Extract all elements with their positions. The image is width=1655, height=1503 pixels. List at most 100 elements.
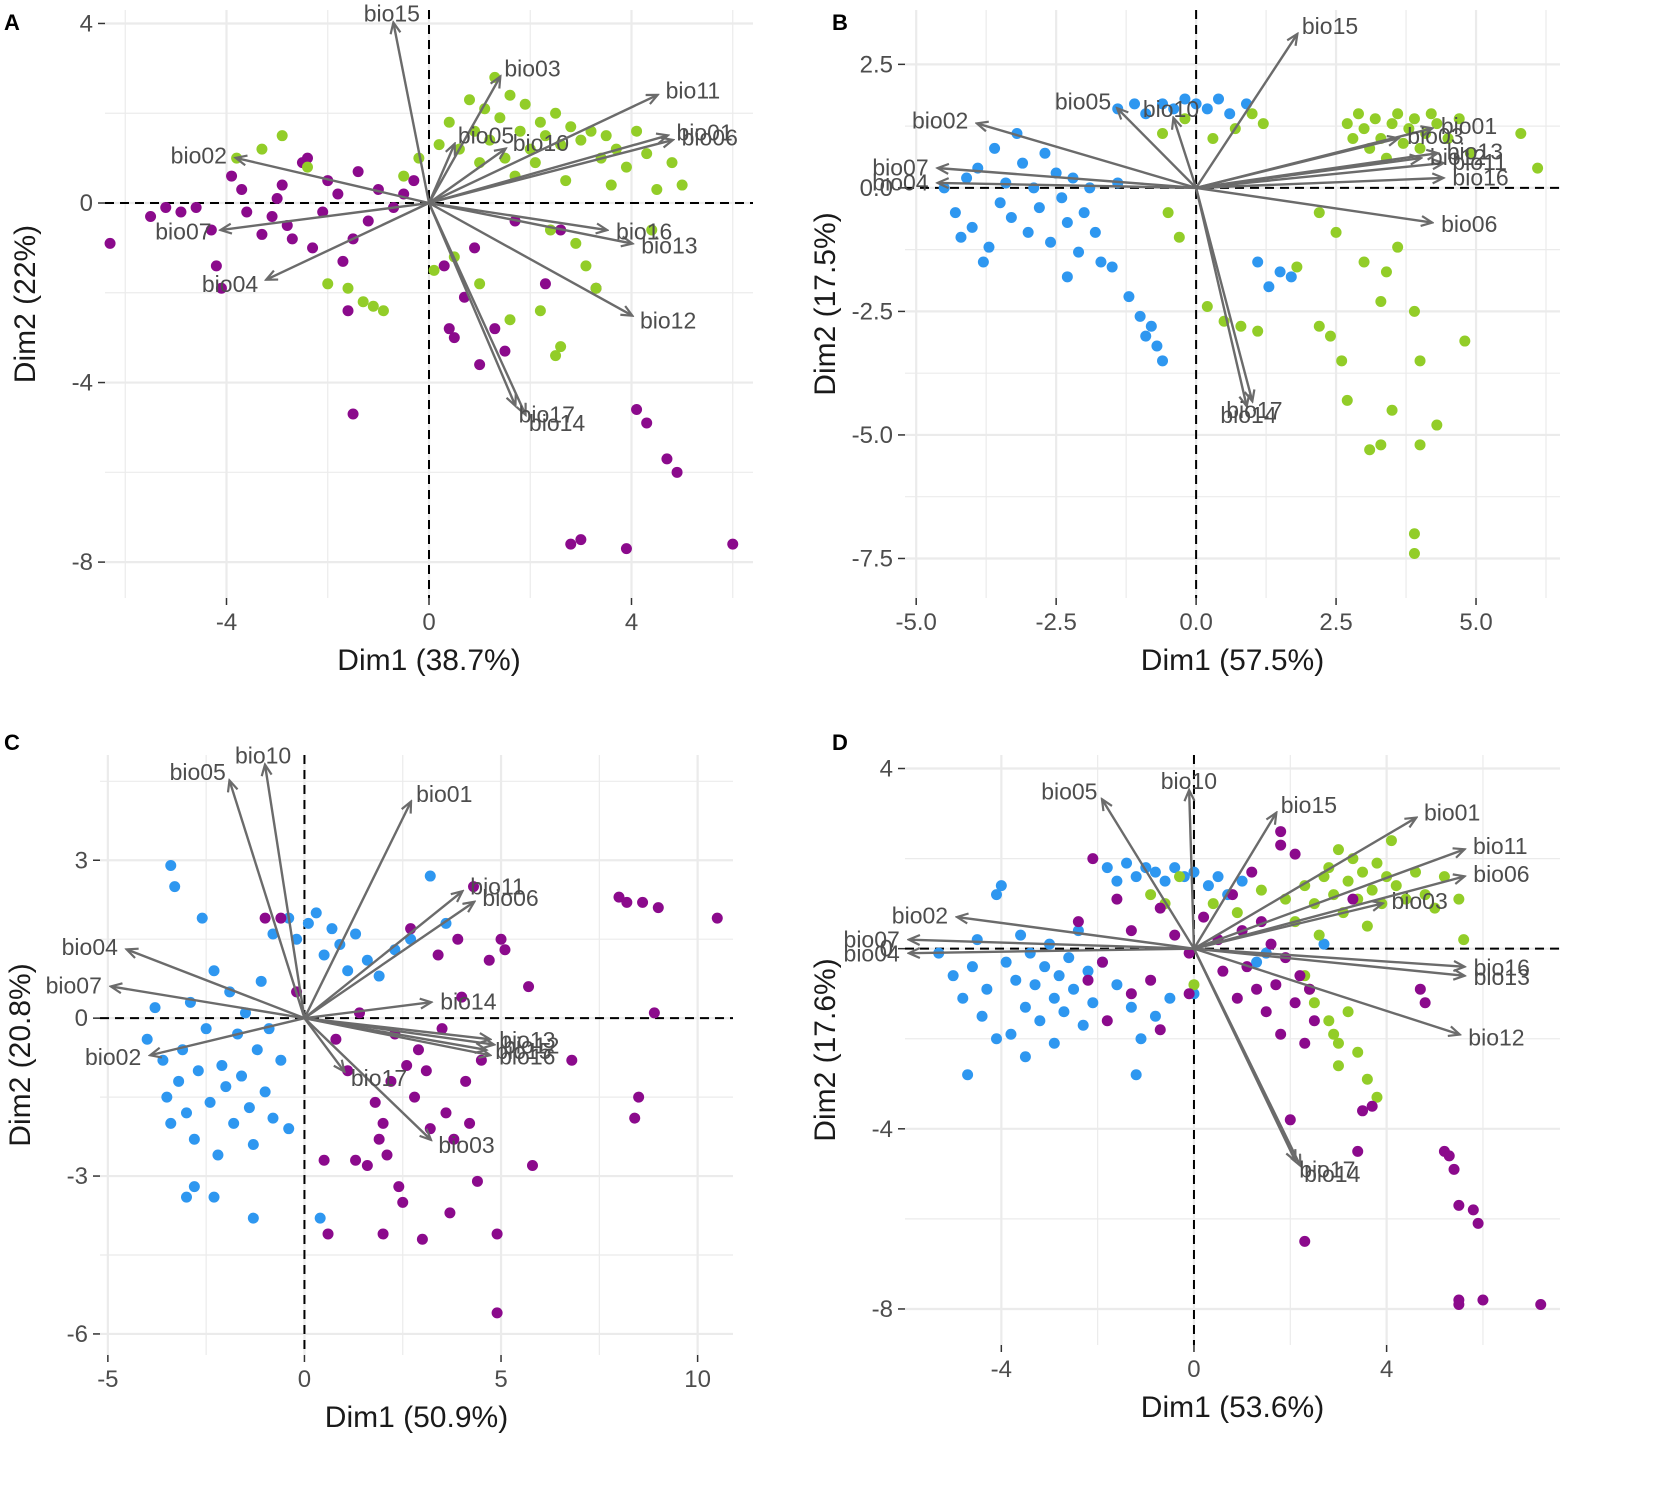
data-point-group-purple (499, 345, 511, 357)
data-point-group-green (464, 94, 475, 106)
data-point-group-green (1386, 404, 1398, 416)
data-point-group-purple (621, 896, 633, 908)
data-point-group-green (1207, 132, 1219, 144)
data-point-group-purple (1308, 1015, 1320, 1027)
y-tick-label: 0 (880, 936, 893, 963)
data-point-group-green (1255, 884, 1267, 896)
data-point-group-purple (711, 912, 723, 924)
loading-arrow-bio10 (428, 149, 505, 204)
data-point-group-green (1453, 893, 1465, 905)
data-point-group-blue (1212, 871, 1224, 883)
data-point-group-blue (267, 1112, 279, 1124)
loading-arrow-bio12 (1193, 947, 1459, 1035)
data-point-group-green (1403, 123, 1415, 135)
data-point-group-green (1342, 875, 1354, 887)
data-point-group-green (1231, 907, 1243, 919)
arrow-label: bio13 (1474, 964, 1530, 990)
loading-arrow-bio05 (1102, 800, 1195, 950)
loading-arrow-bio17 (1192, 948, 1295, 1161)
data-point-group-purple (1419, 997, 1431, 1009)
data-point-group-blue (1252, 256, 1264, 268)
arrow-label: bio07 (46, 972, 102, 998)
loading-arrow-bio12 (428, 201, 632, 315)
data-point-group-blue (1135, 1033, 1147, 1045)
arrow-label: bio05 (170, 759, 226, 785)
arrow-label: bio11 (1473, 833, 1528, 859)
loading-arrow-bio06 (1193, 877, 1464, 950)
data-point-group-blue (212, 1149, 224, 1161)
data-point-group-purple (489, 323, 501, 335)
data-point-group-green (1313, 929, 1325, 941)
data-point-group-purple (424, 1123, 436, 1135)
data-point-group-green (1425, 108, 1437, 120)
arrow-label: bio06 (682, 124, 738, 150)
data-point-group-green (504, 89, 516, 101)
data-point-group-blue (318, 949, 330, 961)
data-point-group-green (550, 350, 562, 362)
data-point-group-blue (971, 934, 983, 946)
loading-arrow-bio13 (1195, 153, 1437, 190)
data-point-group-blue (1123, 291, 1135, 303)
x-tick-label: 0.0 (1179, 609, 1212, 636)
data-point-group-purple (337, 255, 349, 267)
loading-arrow-bio04 (267, 201, 430, 279)
data-point-group-green (1459, 335, 1471, 347)
loading-arrow-bio03 (303, 1017, 430, 1139)
data-point-group-green (484, 134, 496, 146)
data-point-group-purple (448, 1133, 460, 1145)
data-point-group-blue (977, 256, 989, 268)
arrow-label: bio14 (529, 410, 585, 436)
data-point-group-purple (160, 201, 172, 213)
data-point-group-purple (1260, 1006, 1272, 1018)
x-tick-label: 4 (625, 609, 638, 636)
y-tick-label: -6 (67, 1321, 88, 1348)
data-point-group-blue (1073, 246, 1085, 258)
data-point-group-purple (302, 152, 313, 164)
data-point-group-green (1532, 162, 1544, 174)
y-tick-label: -3 (67, 1163, 88, 1190)
data-point-group-blue (255, 975, 267, 987)
data-point-group-green (1252, 325, 1264, 337)
data-point-group-green (1408, 548, 1420, 560)
y-tick-label: 0 (80, 190, 93, 217)
data-point-group-green (1458, 934, 1470, 946)
data-point-group-green (1313, 320, 1325, 332)
data-point-group-purple (1082, 974, 1094, 986)
loading-arrow-bio03 (427, 77, 500, 204)
data-point-group-blue (1061, 216, 1073, 228)
arrow-label: bio15 (364, 1, 420, 27)
y-tick-label: -2.5 (852, 298, 893, 325)
data-point-group-green (1371, 857, 1383, 869)
data-point-group-blue (192, 1065, 204, 1077)
data-point-group-green (1414, 142, 1426, 154)
data-point-group-green (676, 179, 688, 191)
data-point-group-purple (1251, 983, 1263, 995)
data-point-group-blue (1039, 961, 1051, 973)
data-point-group-green (555, 341, 567, 353)
data-point-group-blue (1101, 862, 1113, 874)
data-point-group-green (1145, 889, 1157, 901)
loading-arrow-bio15 (394, 23, 431, 204)
data-point-group-green (1375, 296, 1387, 308)
data-point-group-blue (1106, 261, 1118, 273)
data-point-group-blue (1251, 956, 1263, 968)
data-point-group-blue (1188, 866, 1200, 878)
data-point-group-purple (499, 944, 511, 956)
data-point-group-green (1323, 1015, 1335, 1027)
data-point-group-blue (302, 917, 314, 929)
data-point-group-purple (1169, 929, 1181, 941)
data-point-group-purple (648, 1007, 660, 1019)
arrow-label: bio01 (1441, 113, 1497, 139)
loading-arrow-bio05 (230, 781, 306, 1019)
data-point-group-purple (1357, 1105, 1369, 1117)
data-point-group-purple (347, 408, 359, 420)
data-point-group-blue (1285, 271, 1297, 283)
y-tick-label: -8 (72, 549, 93, 576)
data-point-group-purple (452, 933, 464, 945)
data-point-group-purple (1087, 853, 1099, 865)
data-point-group-purple (1246, 866, 1258, 878)
data-point-group-blue (976, 1010, 988, 1022)
data-point-group-green (1342, 1006, 1354, 1018)
data-point-group-purple (464, 1117, 476, 1129)
